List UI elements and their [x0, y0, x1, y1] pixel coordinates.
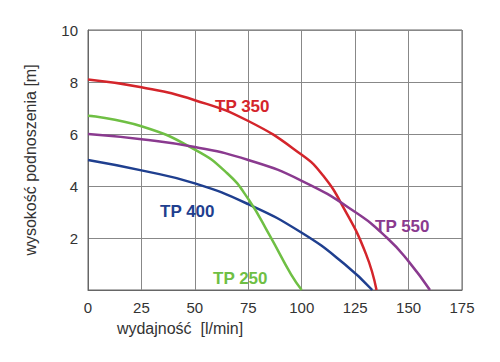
svg-text:wysokość podnoszenia [m]: wysokość podnoszenia [m]	[22, 64, 39, 256]
svg-text:wydajność [l/min]: wydajność [l/min]	[116, 320, 243, 337]
svg-text:150: 150	[396, 299, 421, 316]
svg-text:10: 10	[61, 22, 78, 39]
svg-text:6: 6	[70, 126, 78, 143]
svg-text:25: 25	[133, 299, 150, 316]
svg-text:75: 75	[240, 299, 257, 316]
svg-text:100: 100	[289, 299, 314, 316]
svg-text:TP 350: TP 350	[215, 97, 270, 116]
svg-text:2: 2	[70, 230, 78, 247]
svg-text:50: 50	[187, 299, 204, 316]
svg-text:TP 250: TP 250	[213, 269, 268, 288]
svg-text:0: 0	[84, 299, 92, 316]
svg-text:8: 8	[70, 74, 78, 91]
svg-text:4: 4	[70, 178, 78, 195]
svg-text:125: 125	[343, 299, 368, 316]
svg-text:TP 550: TP 550	[375, 217, 430, 236]
svg-text:175: 175	[449, 299, 474, 316]
svg-text:TP 400: TP 400	[160, 202, 215, 221]
